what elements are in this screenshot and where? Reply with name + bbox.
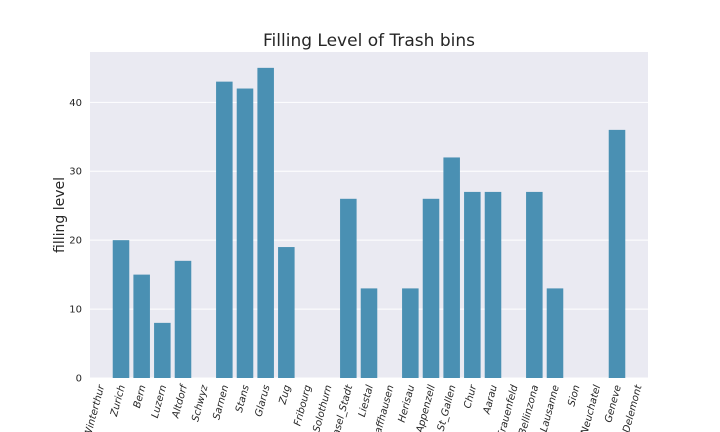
x-tick-label: Aarau bbox=[481, 384, 500, 416]
x-tick-label: Frauenfeld bbox=[496, 383, 521, 432]
bar-st-gallen bbox=[443, 157, 460, 378]
x-tick-label: Liestal bbox=[357, 384, 376, 418]
y-tick-label: 40 bbox=[69, 98, 82, 109]
y-tick-label: 30 bbox=[69, 167, 82, 178]
bar-bellinzona bbox=[526, 191, 543, 378]
x-tick-label: Bern bbox=[132, 384, 149, 410]
y-axis-ticks: 0 10 20 30 40 bbox=[69, 98, 82, 385]
bar-aarau bbox=[484, 191, 502, 378]
x-tick-label: Sion bbox=[566, 384, 582, 408]
bar-zug bbox=[278, 247, 295, 378]
bars bbox=[112, 67, 626, 379]
x-tick-label: Zug bbox=[277, 384, 293, 407]
x-tick-label: Luzern bbox=[150, 384, 169, 419]
bar-bern bbox=[133, 274, 150, 378]
bar-herisau bbox=[402, 288, 419, 378]
bar-basel-stadt bbox=[340, 198, 357, 378]
x-tick-label: Altdorf bbox=[170, 383, 190, 421]
x-tick-label: Schwyz bbox=[190, 383, 211, 423]
x-tick-label: St_Gallen bbox=[436, 384, 459, 432]
y-axis-label: filling level bbox=[52, 177, 68, 253]
x-tick-label: Zurich bbox=[109, 384, 128, 419]
bar-liestal bbox=[360, 288, 378, 378]
x-tick-label: Winterthur bbox=[83, 383, 108, 432]
bar-geneve bbox=[608, 129, 626, 378]
x-tick-label: Solothurn bbox=[311, 384, 334, 432]
bar-sarnen bbox=[216, 81, 233, 379]
x-tick-label: Neuchatel bbox=[579, 384, 603, 432]
bar-glarus bbox=[257, 67, 274, 379]
bar-luzern bbox=[154, 322, 171, 378]
bar-chur bbox=[464, 191, 481, 378]
bar-zurich bbox=[112, 240, 130, 378]
x-tick-label: Sarnen bbox=[211, 384, 231, 421]
bar-appenzell bbox=[422, 198, 440, 378]
x-tick-label: Chur bbox=[462, 383, 479, 410]
x-tick-label: Delemont bbox=[621, 383, 645, 432]
y-tick-label: 20 bbox=[69, 236, 82, 247]
chart-title: Filling Level of Trash bins bbox=[263, 31, 475, 51]
x-tick-label: Herisau bbox=[397, 384, 418, 424]
x-tick-label: Lausanne bbox=[539, 384, 562, 432]
x-tick-label: Appenzell bbox=[414, 384, 438, 432]
x-tick-label: Bellinzona bbox=[517, 384, 541, 432]
x-tick-label: Fribourg bbox=[292, 384, 313, 427]
y-tick-label: 10 bbox=[69, 305, 82, 316]
x-axis-ticks: Winterthur Zurich Bern Luzern Altdorf Schwyz S… bbox=[83, 383, 645, 432]
bar-altdorf bbox=[174, 260, 192, 378]
x-tick-label: Glarus bbox=[254, 384, 273, 418]
bar-lausanne bbox=[546, 288, 564, 378]
y-tick-label: 0 bbox=[76, 374, 82, 385]
x-tick-label: Stans bbox=[234, 384, 252, 414]
bar-stans bbox=[236, 88, 254, 379]
x-tick-label: Geneve bbox=[603, 384, 624, 424]
